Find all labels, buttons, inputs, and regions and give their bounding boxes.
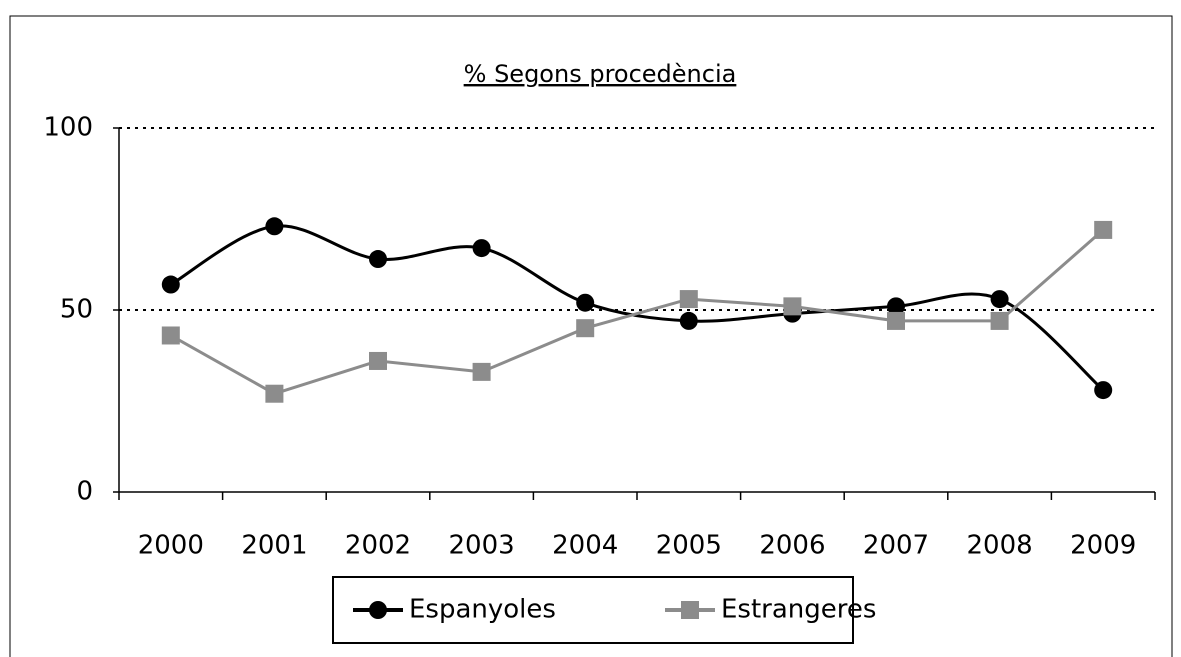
marker — [1094, 220, 1113, 239]
marker — [679, 290, 698, 309]
x-tick-label: 2005 — [656, 531, 722, 561]
legend-box — [332, 576, 854, 644]
marker — [1094, 381, 1113, 400]
marker — [265, 384, 284, 403]
marker — [576, 293, 595, 312]
series-line — [170, 228, 1105, 396]
x-tick-label: 2006 — [759, 531, 825, 561]
marker — [161, 326, 180, 345]
y-tick-label: 100 — [43, 113, 93, 143]
x-tick-label: 2001 — [241, 531, 307, 561]
chart-frame — [9, 15, 1173, 657]
x-tick-label: 2004 — [552, 531, 618, 561]
x-tick-label: 2000 — [138, 531, 204, 561]
x-tick-label: 2008 — [967, 531, 1033, 561]
y-tick-label: 50 — [60, 295, 93, 325]
marker — [681, 601, 699, 619]
chart-title: % Segons procedència — [464, 60, 737, 88]
x-tick-label: 2003 — [449, 531, 515, 561]
marker — [369, 351, 387, 370]
legend-label: Espanyoles — [409, 595, 556, 625]
y-tick-label: 0 — [76, 477, 93, 507]
marker — [679, 311, 698, 330]
marker — [887, 311, 905, 330]
x-tick-label: 2009 — [1070, 531, 1136, 561]
marker — [887, 297, 905, 316]
x-tick-label: 2002 — [345, 531, 411, 561]
marker — [265, 217, 284, 236]
legend-label: Estrangeres — [721, 595, 876, 625]
marker — [369, 250, 387, 269]
marker — [576, 319, 595, 338]
marker — [783, 297, 802, 316]
x-tick-label: 2007 — [863, 531, 929, 561]
series-line — [170, 224, 1105, 392]
marker — [472, 239, 491, 258]
marker — [161, 275, 180, 294]
marker — [990, 290, 1009, 309]
marker — [369, 601, 387, 619]
marker — [472, 362, 491, 381]
marker — [990, 311, 1009, 330]
